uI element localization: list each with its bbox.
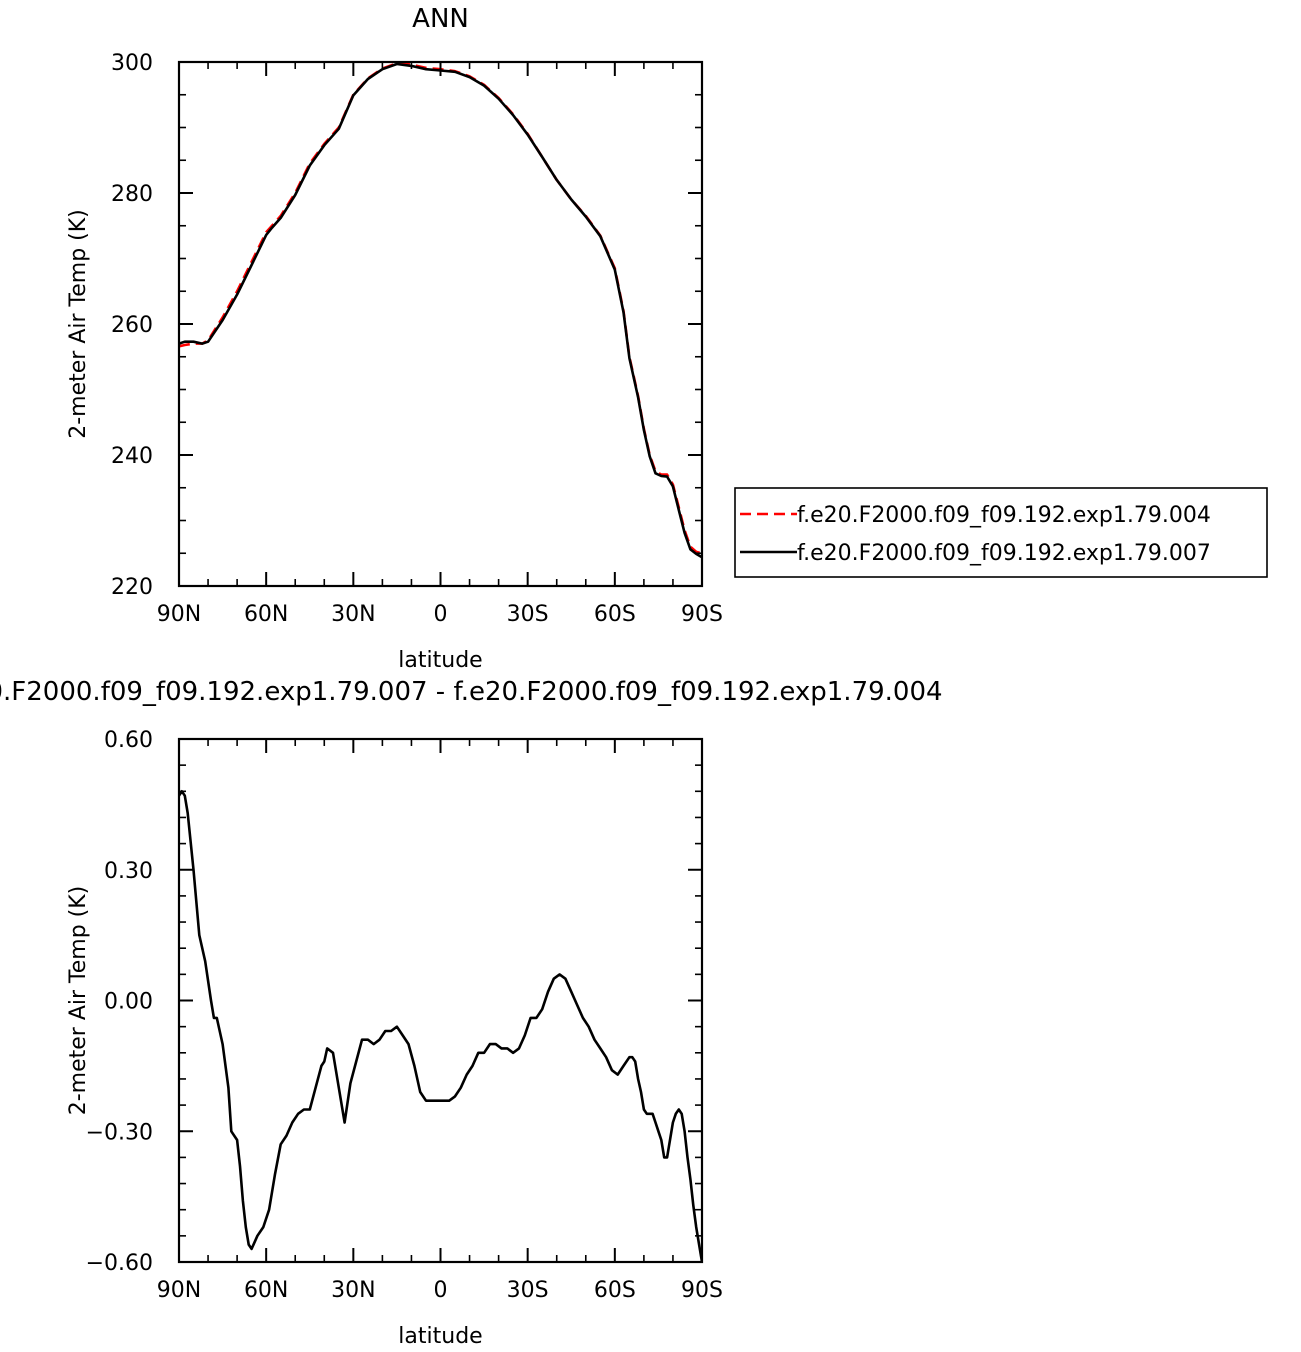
x-tick-label: 60N [244,602,288,627]
y-axis-label: 2-meter Air Temp (K) [66,209,91,439]
chart-title: f.e20.F2000.f09_f09.192.exp1.79.007 - f.… [0,677,943,707]
x-tick-label: 90S [681,602,723,627]
series-line-2 [179,62,702,559]
legend-entry: f.e20.F2000.f09_f09.192.exp1.79.007 [797,541,1211,566]
x-tick-label: 30N [331,1278,375,1303]
y-tick-label: 300 [111,51,153,76]
plot-frame [177,60,704,588]
x-tick-label: 90S [681,1278,723,1303]
chart-panel-2: f.e20.F2000.f09_f09.192.exp1.79.007 - f.… [0,677,943,1349]
series-line-1 [179,789,702,1262]
x-tick-label: 60S [594,1278,636,1303]
y-tick-label: 240 [111,444,153,469]
plot-frame [177,737,704,1264]
chart-title: ANN [412,4,469,34]
y-tick-label: 280 [111,182,153,207]
legend: f.e20.F2000.f09_f09.192.exp1.79.004 f.e20… [734,487,1268,578]
x-tick-label: 30N [331,602,375,627]
y-tick-label: −0.30 [86,1120,153,1145]
legend-entry: f.e20.F2000.f09_f09.192.exp1.79.004 [797,503,1211,528]
x-axis-label: latitude [398,648,482,673]
chart-panel-1: ANN 90N 60N 30N 0 30S 60S 90S 220 240 260 280 300 lat… [66,4,1268,673]
x-axis-label: latitude [398,1324,482,1349]
x-tick-label: 30S [507,602,549,627]
x-tick-label: 90N [157,1278,201,1303]
y-tick-label: 0.00 [104,990,153,1015]
x-tick-label: 30S [507,1278,549,1303]
y-tick-label: −0.60 [86,1251,153,1276]
x-tick-label: 60N [244,1278,288,1303]
x-tick-label: 90N [157,602,201,627]
y-tick-label: 0.60 [104,728,153,753]
y-tick-label: 260 [111,313,153,338]
x-tick-label: 60S [594,602,636,627]
x-tick-label: 0 [434,1278,448,1303]
y-tick-label: 0.30 [104,859,153,884]
legend-box [734,487,1268,578]
y-axis-label: 2-meter Air Temp (K) [66,886,91,1116]
x-tick-label: 0 [434,602,448,627]
y-tick-label: 220 [111,575,153,600]
